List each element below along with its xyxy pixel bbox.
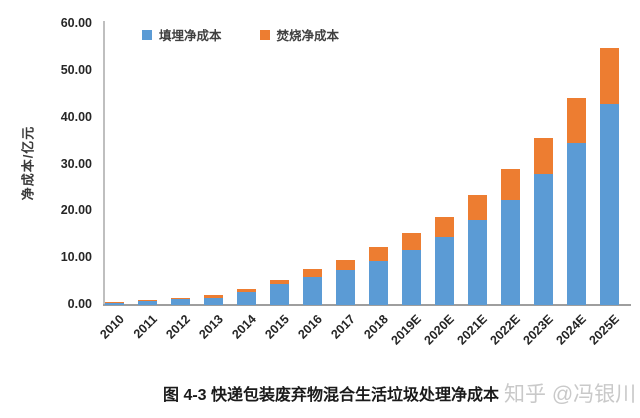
y-tick-label: 20.00 xyxy=(60,203,92,218)
legend-label: 填埋净成本 xyxy=(159,29,222,43)
bar-segment-landfill xyxy=(402,249,421,305)
bar-segment-incineration xyxy=(435,216,454,238)
bar-segment-landfill xyxy=(171,298,190,305)
bar-segment-incineration xyxy=(303,268,322,277)
bar-segment-incineration xyxy=(600,48,619,104)
bar-segment-landfill xyxy=(336,269,355,305)
bar-segment-landfill xyxy=(105,302,124,305)
legend-swatch-icon xyxy=(259,29,270,40)
bar-segment-landfill xyxy=(369,260,388,305)
stacked-bar-2010 xyxy=(105,302,124,305)
stacked-bar-2020E xyxy=(435,216,454,305)
bar-segment-landfill xyxy=(567,143,586,305)
legend-label: 焚烧净成本 xyxy=(276,29,340,43)
bar-segment-landfill xyxy=(534,173,553,305)
y-tick-label: 60.00 xyxy=(60,16,92,30)
bar-segment-landfill xyxy=(600,103,619,305)
bar-segment-incineration xyxy=(501,169,520,201)
bar-segment-landfill xyxy=(501,200,520,305)
bar-segment-incineration xyxy=(534,138,553,174)
stacked-bar-2013 xyxy=(204,295,223,305)
y-axis-tick-labels: 60.00 50.00 40.00 30.00 20.00 10.00 0.00 xyxy=(0,16,92,311)
y-axis-line xyxy=(103,21,105,305)
stacked-bar-2024E xyxy=(567,97,586,305)
plot-area: 2010 2011 2012 2013 2014 2015 2016 2017 2018 2019… xyxy=(97,24,626,347)
bar-segment-landfill xyxy=(237,292,256,305)
bar-segment-landfill xyxy=(270,284,289,305)
bar-segment-incineration xyxy=(171,298,190,299)
y-tick-label: 30.00 xyxy=(60,156,92,171)
legend-item: 焚烧净成本 xyxy=(259,25,340,44)
figure-caption: 图 4-3 快递包装废弃物混合生活垃圾处理净成本 xyxy=(163,387,500,404)
bar-segment-incineration xyxy=(468,194,487,220)
stacked-bar-2023E xyxy=(534,138,553,305)
bar-segment-incineration xyxy=(336,260,355,270)
bar-segment-incineration xyxy=(237,289,256,293)
legend-swatch-icon xyxy=(142,29,152,40)
stacked-bar-2014 xyxy=(237,289,256,305)
stacked-bar-2025E xyxy=(600,48,619,305)
stacked-bar-2012 xyxy=(171,298,190,305)
stacked-bar-2022E xyxy=(501,169,520,305)
stacked-bar-2016 xyxy=(303,268,322,305)
y-tick-label: 50.00 xyxy=(60,62,92,77)
bar-segment-landfill xyxy=(303,276,322,305)
y-tick-label: 0.00 xyxy=(67,297,92,311)
stacked-bar-2019E xyxy=(402,233,421,305)
bar-segment-incineration xyxy=(138,300,157,302)
bar-segment-landfill xyxy=(204,297,223,305)
stacked-bar-2011 xyxy=(138,300,157,305)
bar-segment-incineration xyxy=(270,280,289,285)
chart-legend: 填埋净成本 焚烧净成本 xyxy=(142,25,339,44)
legend-item: 填埋净成本 xyxy=(142,25,222,44)
bar-segment-landfill xyxy=(468,219,487,305)
bar-segment-landfill xyxy=(435,237,454,305)
bar-segment-incineration xyxy=(369,246,388,261)
stacked-bar-2015 xyxy=(270,280,289,305)
bar-segment-incineration xyxy=(567,97,586,144)
y-tick-label: 10.00 xyxy=(60,250,92,265)
stacked-bar-2017 xyxy=(336,260,355,305)
y-tick-label: 40.00 xyxy=(60,109,92,124)
bar-segment-landfill xyxy=(138,301,157,305)
bar-segment-incineration xyxy=(402,233,421,250)
stacked-bar-2018 xyxy=(369,246,388,305)
x-axis-baseline xyxy=(103,304,631,306)
stacked-bar-2021E xyxy=(468,194,487,305)
watermark-text: 知乎 @冯银川 xyxy=(504,383,637,406)
bar-segment-incineration xyxy=(204,295,223,298)
